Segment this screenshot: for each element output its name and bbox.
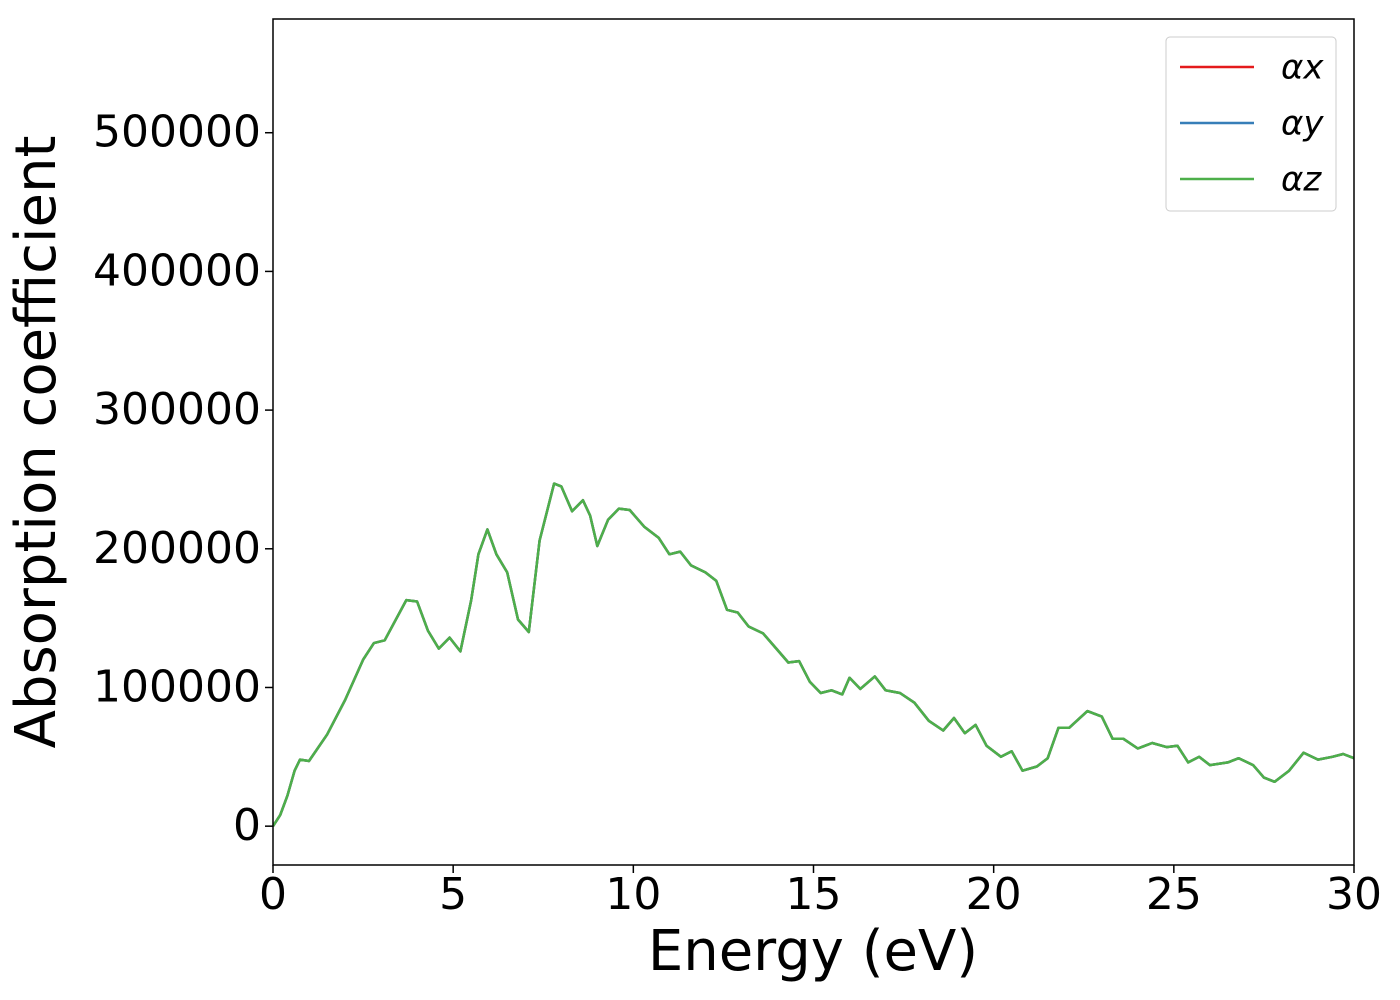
x-tick-label: 10 [605,869,661,920]
x-tick-label: 30 [1326,869,1382,920]
x-tick-label: 15 [786,869,842,920]
line-series [271,482,1355,827]
legend-label: αy [1281,104,1324,144]
x-tick-label: 20 [966,869,1022,920]
x-tick-label: 0 [259,869,287,920]
line-series [271,482,1355,827]
legend-label: αz [1281,160,1322,200]
x-tick-label: 5 [439,869,467,920]
legend-label: αx [1281,48,1324,88]
y-axis-label: Absorption coefficient [4,136,69,749]
y-tick-label: 0 [233,800,261,851]
plot-frame [272,18,1355,866]
y-tick-label: 200000 [93,523,261,574]
y-tick-label: 400000 [93,245,261,296]
line-series [271,482,1355,827]
y-tick-label: 300000 [93,384,261,435]
x-tick-label: 25 [1146,869,1202,920]
x-axis-label: Energy (eV) [648,919,978,984]
y-tick-label: 100000 [93,661,261,712]
y-tick-label: 500000 [93,107,261,158]
